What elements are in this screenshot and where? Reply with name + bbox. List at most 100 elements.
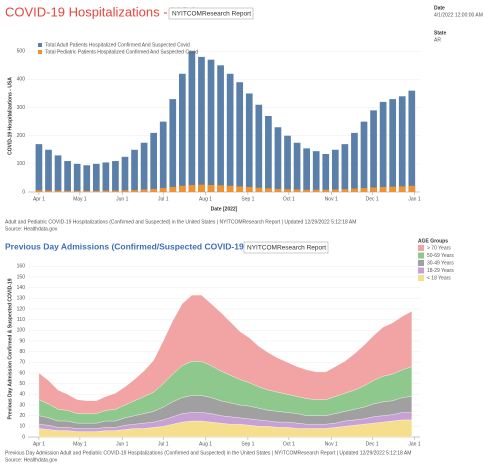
bar — [312, 151, 320, 192]
legend-swatch — [418, 252, 424, 259]
y-tick-label: 70 — [19, 360, 25, 366]
filter-value[interactable]: 4/1/2022 12:00:00 AM — [434, 12, 483, 18]
legend-title: AGE Groups — [418, 238, 448, 244]
x-tick-label: Apr 1 — [33, 196, 45, 202]
x-tick-label: Jul 1 — [158, 441, 169, 447]
bar — [92, 190, 100, 192]
x-tick-label: Jan 1 — [408, 441, 420, 447]
filter-label: State — [434, 30, 446, 36]
bar — [178, 73, 186, 192]
bar — [217, 185, 224, 192]
bar — [169, 99, 177, 192]
legend-label: 50-69 Years — [427, 253, 454, 259]
bar — [351, 132, 358, 192]
bar — [188, 184, 196, 192]
bar — [140, 189, 148, 192]
legend-label: 30-49 Years — [427, 260, 454, 266]
bar — [303, 189, 310, 192]
chart-title: Previous Day Admissions (Confirmed/Suspe… — [5, 241, 247, 251]
bar — [217, 65, 224, 192]
bar — [370, 110, 377, 192]
bar — [255, 104, 263, 192]
filter-label: Date — [434, 5, 445, 11]
legend-label: Total Pediatric Patients Hospitalized Co… — [45, 49, 198, 55]
bar — [102, 190, 110, 192]
y-tick-label: 80 — [19, 349, 25, 355]
bar — [198, 184, 205, 192]
bar — [150, 188, 158, 192]
bar — [312, 189, 320, 192]
bar — [112, 161, 119, 192]
bar — [293, 189, 301, 192]
tag-box — [243, 241, 329, 254]
bar — [226, 185, 234, 192]
bar — [64, 190, 71, 192]
bar — [121, 156, 129, 192]
bar — [121, 190, 129, 192]
x-tick-label: Jun 1 — [116, 441, 128, 447]
bar — [265, 188, 272, 192]
bar — [331, 149, 339, 192]
y-tick-label: 0 — [22, 189, 25, 195]
bar — [255, 187, 263, 192]
x-tick-label: Jun 1 — [116, 196, 128, 202]
legend-swatch — [38, 50, 42, 54]
y-tick-label: 120 — [17, 306, 26, 312]
bar — [236, 82, 244, 192]
x-tick-label: May 1 — [73, 441, 87, 447]
y-tick-label: 300 — [17, 105, 26, 111]
y-tick-label: 30 — [19, 402, 25, 408]
x-tick-label: Sep 1 — [241, 196, 254, 202]
legend-label: 18-29 Years — [427, 268, 454, 274]
bar — [54, 190, 62, 192]
legend-swatch — [418, 260, 424, 266]
bar — [245, 186, 253, 192]
y-tick-label: 130 — [17, 296, 26, 302]
x-tick-label: Oct 1 — [283, 441, 295, 447]
bar — [150, 132, 158, 192]
bar — [245, 93, 253, 192]
bar — [45, 149, 52, 192]
bar — [360, 121, 368, 192]
bar — [303, 148, 310, 192]
bar — [226, 73, 234, 192]
x-tick-label: Aug 1 — [199, 441, 212, 447]
y-axis-title: Previous Day Admission Confirmed & Suspe… — [7, 278, 13, 419]
y-axis-title: COVID-19 Hospitalizations - USA — [7, 77, 13, 155]
bar — [265, 116, 272, 192]
area — [38, 294, 412, 414]
y-tick-label: 160 — [17, 264, 26, 270]
y-tick-label: 10 — [19, 424, 25, 430]
bar — [398, 96, 406, 192]
legend-swatch — [418, 275, 424, 281]
bar — [236, 186, 244, 192]
legend-swatch — [418, 245, 424, 251]
x-tick-label: Nov 1 — [325, 441, 338, 447]
bar — [370, 187, 377, 192]
x-tick-label: May 1 — [73, 196, 87, 202]
x-tick-label: Dec 1 — [366, 196, 379, 202]
bar — [351, 188, 358, 192]
tag-box — [168, 7, 254, 20]
legend-swatch — [38, 43, 42, 47]
x-tick-label: Nov 1 — [325, 196, 338, 202]
caption: Adult and Pediatric COVID-19 Hospitaliza… — [5, 219, 356, 225]
bar — [178, 185, 186, 192]
bar — [112, 190, 119, 192]
x-tick-label: Sep 1 — [241, 441, 254, 447]
bar — [293, 142, 301, 192]
bar — [159, 121, 167, 192]
bar — [54, 155, 62, 192]
bar — [284, 189, 291, 192]
bar — [408, 185, 416, 192]
bar — [389, 99, 397, 192]
y-tick-label: 400 — [17, 77, 26, 83]
filter-value[interactable]: AR — [434, 37, 441, 43]
x-tick-label: Dec 1 — [366, 441, 379, 447]
x-tick-label: Oct 1 — [283, 196, 295, 202]
bar — [207, 184, 215, 192]
bar — [45, 190, 52, 192]
x-tick-label: Aug 1 — [199, 196, 212, 202]
bar — [92, 163, 100, 192]
bar — [102, 162, 110, 192]
